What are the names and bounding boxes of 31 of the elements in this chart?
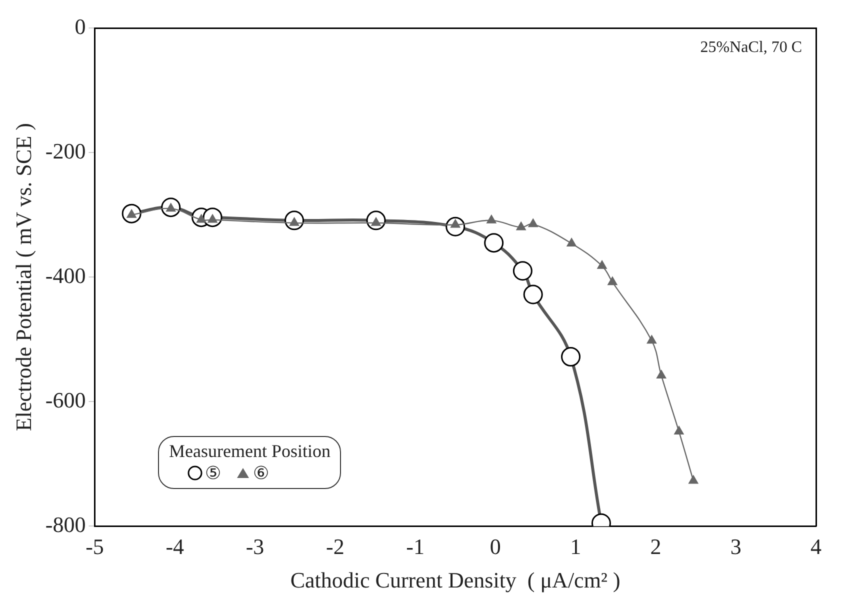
legend-title: Measurement Position — [169, 441, 330, 462]
x-axis-title: Cathodic Current Density ( μA/cm² ) — [290, 568, 620, 593]
y-tick-label: -600 — [45, 387, 86, 412]
point — [528, 218, 538, 228]
point — [516, 222, 526, 230]
x-tick-label: -2 — [326, 534, 344, 560]
point — [656, 370, 666, 378]
point — [486, 214, 496, 224]
y-tick-label: 0 — [74, 14, 86, 39]
annotation: 25%NaCl, 70 C — [700, 39, 802, 56]
y-tick-label: -200 — [45, 138, 86, 164]
x-tick-label: 3 — [730, 534, 742, 560]
x-tick-label: -1 — [406, 534, 424, 560]
y-tick-label: -400 — [45, 262, 86, 288]
x-tick-label: 4 — [810, 534, 822, 560]
point — [646, 335, 657, 344]
x-tick-label: 2 — [650, 534, 662, 560]
point — [566, 238, 576, 246]
legend-label: ⑥ — [253, 462, 269, 484]
point — [597, 260, 607, 269]
x-tick-label: -3 — [246, 534, 264, 560]
x-tick-label: -4 — [166, 534, 184, 560]
y-tick-label: -800 — [45, 512, 86, 537]
x-tick-label: 1 — [570, 534, 582, 560]
point — [674, 426, 684, 435]
legend-label: ⑤ — [205, 462, 221, 484]
point — [608, 276, 618, 286]
y-axis-title: Electrode Potential ( mV vs. SCE ) — [10, 123, 36, 432]
x-tick-label: -5 — [86, 534, 104, 560]
x-tick-label: 0 — [490, 534, 501, 560]
point — [688, 475, 698, 484]
